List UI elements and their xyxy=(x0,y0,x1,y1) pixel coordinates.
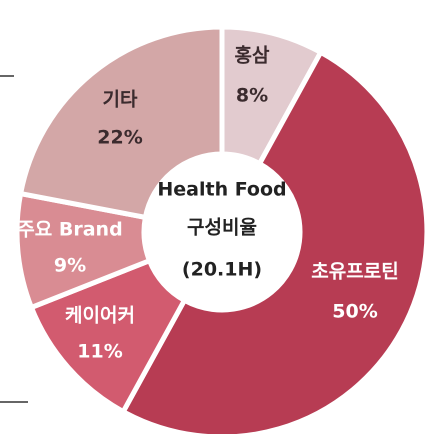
segment-value: 50% xyxy=(332,301,377,323)
segment-value: 11% xyxy=(77,341,122,363)
segment-value: 9% xyxy=(54,255,86,277)
center-hole xyxy=(146,156,298,308)
center-title: Health Food xyxy=(157,179,286,201)
segment-label: 기타 xyxy=(103,89,138,111)
segment-value: 8% xyxy=(236,85,268,107)
center-title: 구성비율 xyxy=(187,217,257,239)
center-subtitle: (20.1H) xyxy=(182,259,262,281)
segment-label: 케이어커 xyxy=(65,305,135,327)
segment-label: 홍삼 xyxy=(235,44,270,67)
segment-label: 초유프로틴 xyxy=(311,261,398,283)
donut-segment xyxy=(17,24,225,221)
segment-label: 주요 Brand xyxy=(17,219,122,241)
segment-value: 22% xyxy=(97,127,142,149)
